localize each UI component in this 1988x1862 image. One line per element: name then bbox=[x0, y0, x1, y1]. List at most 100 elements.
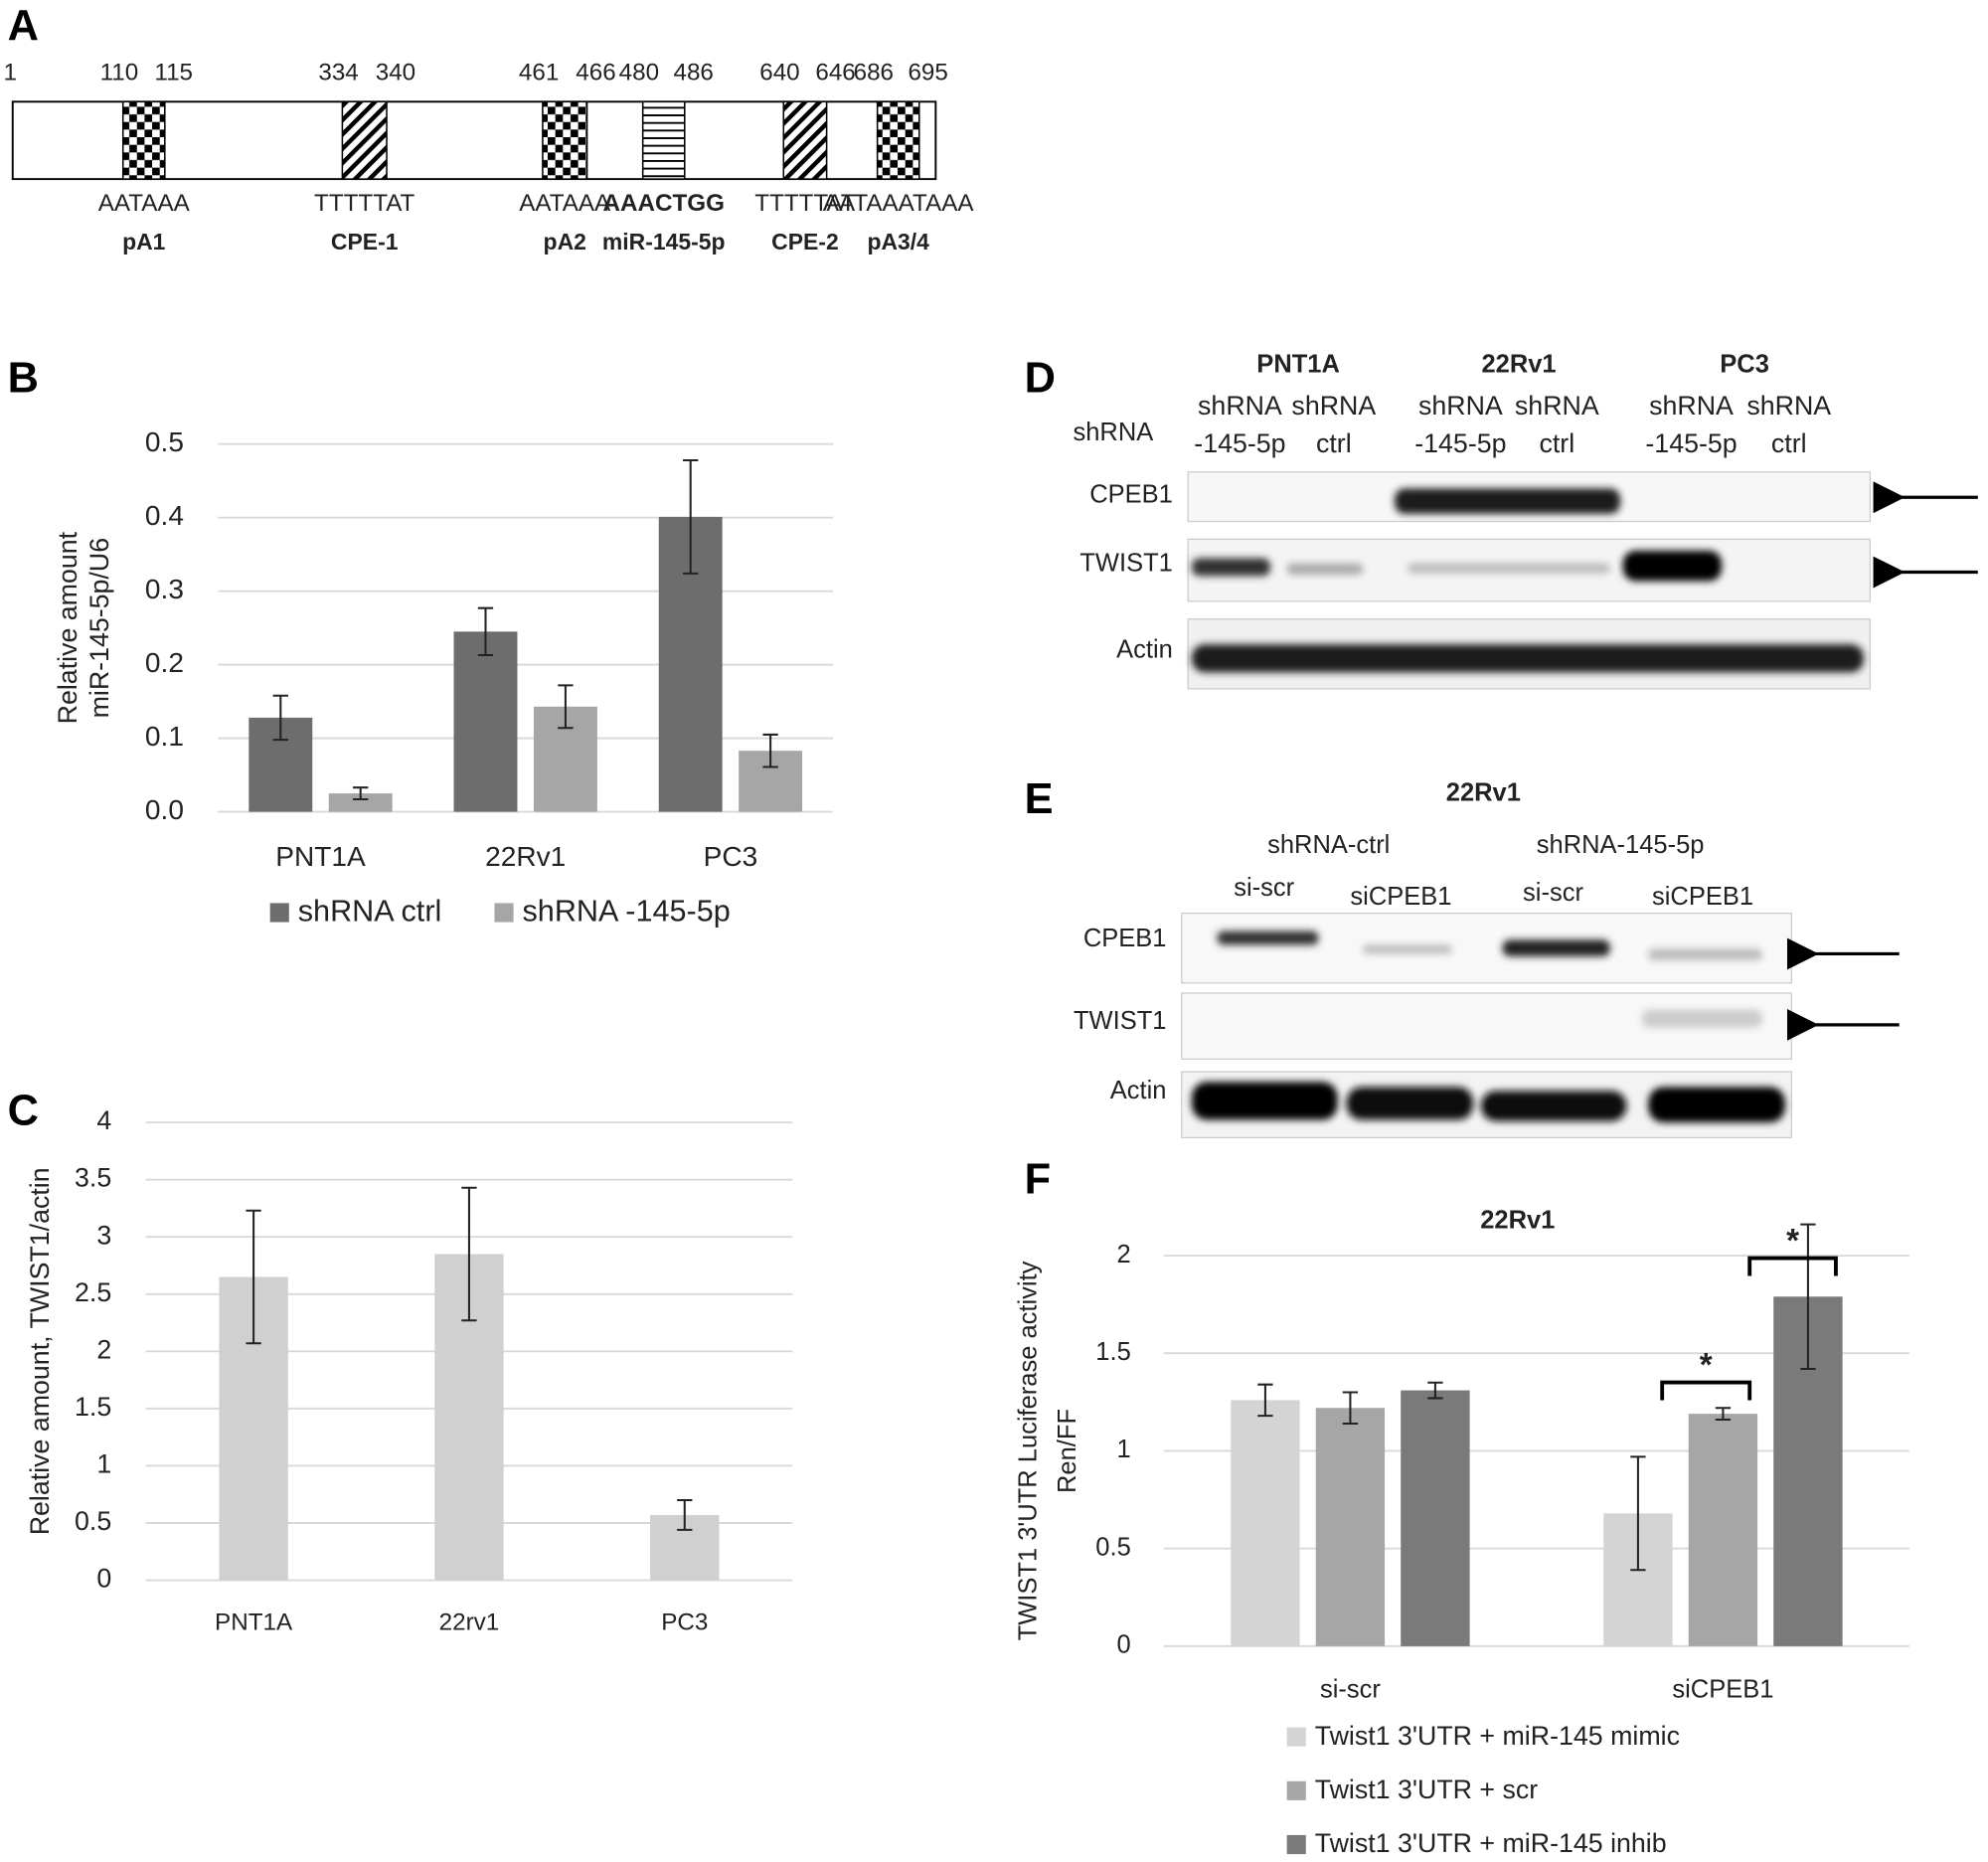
feature-box bbox=[876, 100, 920, 180]
x-tick-label: siCPEB1 bbox=[1672, 1675, 1773, 1703]
row-label: TWIST1 bbox=[1074, 1007, 1167, 1035]
chart-title: 22Rv1 bbox=[1480, 1206, 1555, 1234]
blot-title: 22Rv1 bbox=[1446, 778, 1521, 806]
legend-swatch bbox=[494, 903, 514, 923]
row-label: CPEB1 bbox=[1083, 925, 1167, 952]
position-label: 486 bbox=[673, 60, 713, 86]
x-tick-label: PC3 bbox=[661, 1608, 708, 1635]
legend-label: Twist1 3'UTR + scr bbox=[1315, 1775, 1539, 1804]
x-tick-label: PNT1A bbox=[275, 841, 366, 872]
y-tick-label: 0.0 bbox=[145, 794, 184, 825]
lane-label: siCPEB1 bbox=[1652, 883, 1753, 911]
panel-letter: F bbox=[1025, 1156, 1052, 1204]
lane-label: si-scr bbox=[1234, 874, 1294, 902]
position-label: 115 bbox=[154, 60, 193, 86]
y-tick-label: 2 bbox=[1117, 1241, 1131, 1269]
x-tick-label: PNT1A bbox=[215, 1608, 293, 1635]
x-tick-label: si-scr bbox=[1320, 1675, 1381, 1703]
position-label: 1 bbox=[3, 60, 16, 86]
sequence: AATAAATAAA bbox=[823, 190, 974, 217]
cell-line: 22Rv1 bbox=[1481, 350, 1556, 378]
y-tick-label: 0.1 bbox=[145, 721, 184, 752]
position-label: 110 bbox=[100, 60, 139, 86]
y-tick-label: 2.5 bbox=[75, 1277, 111, 1307]
lane-label: siCPEB1 bbox=[1350, 883, 1451, 911]
row-header: shRNA bbox=[1074, 419, 1154, 446]
panel-letter: D bbox=[1025, 354, 1056, 402]
bar bbox=[1231, 1400, 1300, 1646]
error-bar bbox=[461, 1186, 477, 1322]
position-label: 340 bbox=[376, 60, 415, 86]
feature-box bbox=[542, 100, 588, 180]
panel-letter: C bbox=[8, 1088, 39, 1135]
legend-label: shRNA ctrl bbox=[298, 895, 442, 929]
sequence: TTTTTAT bbox=[314, 190, 415, 217]
y-tick-label: 1 bbox=[1117, 1436, 1131, 1463]
blot-e-images bbox=[1181, 913, 1900, 1139]
feature-box bbox=[341, 100, 388, 180]
lane-label: -145-5p bbox=[1194, 428, 1285, 458]
feature-name: CPE-1 bbox=[331, 229, 399, 254]
lane-label: shRNA bbox=[1515, 391, 1599, 421]
feature-box bbox=[782, 100, 828, 180]
legend-swatch bbox=[1286, 1780, 1306, 1800]
feature-name: pA1 bbox=[122, 229, 166, 254]
sequence: AATAAA bbox=[519, 190, 611, 217]
panel-letter: A bbox=[8, 2, 39, 50]
lane-label: -145-5p bbox=[1414, 428, 1506, 458]
y-tick-label: 0.2 bbox=[145, 647, 184, 678]
x-tick-label: 22Rv1 bbox=[485, 841, 566, 872]
feature-name: pA2 bbox=[544, 229, 586, 254]
position-label: 480 bbox=[619, 60, 659, 86]
cell-line: PNT1A bbox=[1256, 350, 1340, 378]
y-tick-label: 4 bbox=[96, 1105, 111, 1135]
lane-label: si-scr bbox=[1523, 879, 1583, 907]
y-tick-label: 0.5 bbox=[75, 1506, 111, 1536]
y-axis-label: Relative amount, TWIST1/actin bbox=[25, 1167, 55, 1535]
y-tick-label: 0.4 bbox=[145, 500, 184, 531]
cell-line: PC3 bbox=[1720, 350, 1769, 378]
y-tick-label: 1 bbox=[96, 1449, 111, 1479]
blot-d-images bbox=[1187, 471, 1978, 690]
position-label: 686 bbox=[854, 60, 894, 86]
legend-swatch bbox=[1286, 1834, 1306, 1855]
error-bar bbox=[353, 786, 369, 801]
error-bar bbox=[1800, 1223, 1816, 1370]
error-bar bbox=[272, 694, 288, 742]
position-label: 646 bbox=[815, 60, 855, 86]
y-tick-label: 3 bbox=[96, 1220, 111, 1250]
y-tick-label: 0.3 bbox=[145, 574, 184, 604]
feature-box bbox=[641, 100, 686, 180]
error-bar bbox=[677, 1498, 693, 1531]
row-label: Actin bbox=[1110, 1077, 1167, 1104]
lane-label: shRNA bbox=[1418, 391, 1503, 421]
lane-label: shRNA bbox=[1746, 391, 1831, 421]
row-label: TWIST1 bbox=[1079, 550, 1173, 578]
x-tick-label: PC3 bbox=[704, 841, 758, 872]
y-tick-label: 0 bbox=[1117, 1631, 1131, 1659]
feature-name: miR-145-5p bbox=[602, 229, 726, 254]
position-label: 466 bbox=[576, 60, 615, 86]
lane-label: shRNA bbox=[1649, 391, 1734, 421]
group-label: shRNA-ctrl bbox=[1267, 831, 1390, 859]
y-tick-label: 0 bbox=[96, 1564, 111, 1594]
error-bar bbox=[1630, 1455, 1646, 1572]
row-label: Actin bbox=[1116, 635, 1173, 663]
feature-name: CPE-2 bbox=[771, 229, 839, 254]
position-label: 640 bbox=[759, 60, 799, 86]
lane-label: ctrl bbox=[1316, 428, 1352, 458]
error-bar bbox=[1427, 1381, 1443, 1400]
row-label: CPEB1 bbox=[1089, 481, 1173, 509]
y-axis-label: TWIST1 3'UTR Luciferase activity bbox=[1014, 1261, 1042, 1640]
position-label: 695 bbox=[908, 60, 947, 86]
error-bar bbox=[762, 733, 778, 768]
group-label: shRNA-145-5p bbox=[1537, 831, 1705, 859]
y-tick-label: 1.5 bbox=[75, 1392, 111, 1422]
error-bar bbox=[1715, 1407, 1732, 1422]
bar bbox=[453, 631, 518, 812]
bar bbox=[1688, 1414, 1758, 1646]
y-tick-label: 1.5 bbox=[1095, 1338, 1130, 1366]
feature-box bbox=[121, 100, 166, 180]
position-label: 461 bbox=[519, 60, 559, 86]
